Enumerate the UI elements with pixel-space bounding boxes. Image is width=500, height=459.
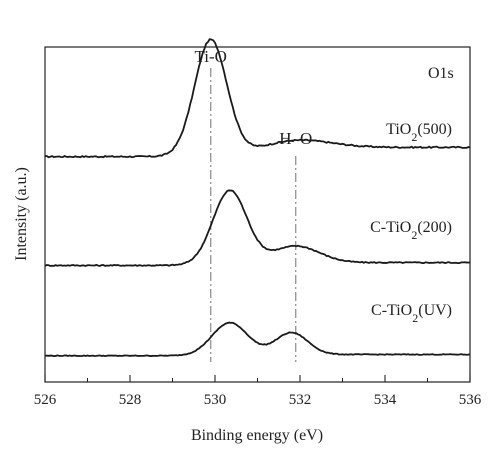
series-label: C-TiO2(UV): [371, 302, 452, 325]
x-ticks: 526 528 530 532 534 536: [34, 375, 482, 408]
x-tick-label: 526: [34, 392, 57, 408]
peak-annotation: H–O: [279, 129, 312, 148]
series-line: [44, 189, 471, 267]
x-tick-label: 534: [374, 392, 397, 408]
series-label: C-TiO2(200): [370, 219, 452, 242]
y-axis-title: Intensity (a.u.): [13, 167, 30, 261]
plot-frame: [44, 46, 471, 383]
x-tick-label: 532: [289, 392, 312, 408]
peak-annotations: Ti-O H–O: [195, 47, 313, 148]
x-tick-label: 530: [204, 392, 227, 408]
reference-lines: [210, 68, 297, 362]
x-tick-label: 536: [459, 392, 482, 408]
series-lines: [44, 38, 471, 358]
series-line: [44, 38, 471, 159]
peak-annotation: Ti-O: [195, 47, 227, 66]
x-tick-label: 528: [119, 392, 142, 408]
series-label: TiO2(500): [386, 121, 452, 144]
x-axis-title: Binding energy (eV): [191, 427, 323, 444]
series-line: [44, 321, 471, 358]
panel-label: O1s: [428, 65, 454, 82]
series-labels: TiO2(500) C-TiO2(200) C-TiO2(UV): [370, 121, 452, 325]
